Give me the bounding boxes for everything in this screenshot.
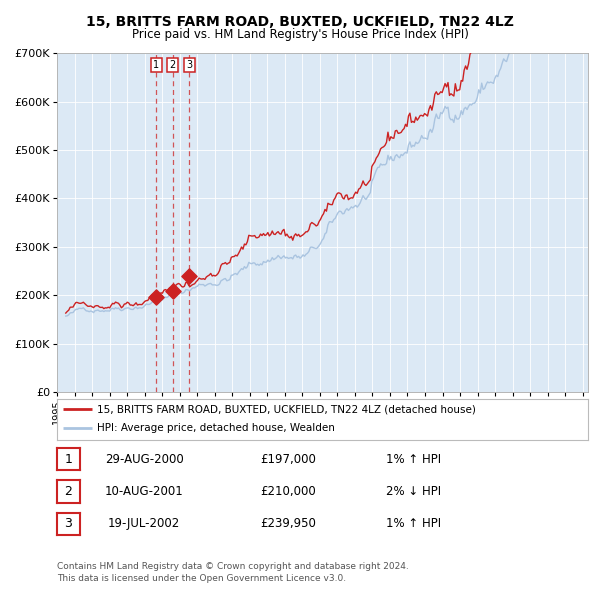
Text: 1% ↑ HPI: 1% ↑ HPI (386, 517, 442, 530)
Text: £197,000: £197,000 (260, 453, 316, 466)
Text: HPI: Average price, detached house, Wealden: HPI: Average price, detached house, Weal… (97, 423, 335, 433)
Text: 29-AUG-2000: 29-AUG-2000 (104, 453, 184, 466)
Text: 15, BRITTS FARM ROAD, BUXTED, UCKFIELD, TN22 4LZ: 15, BRITTS FARM ROAD, BUXTED, UCKFIELD, … (86, 15, 514, 29)
Point (168, 286, 178, 296)
Text: 1: 1 (64, 453, 73, 466)
Text: 2: 2 (170, 60, 176, 70)
Text: 3: 3 (64, 517, 73, 530)
Text: 1: 1 (153, 60, 159, 70)
Text: 19-JUL-2002: 19-JUL-2002 (108, 517, 180, 530)
Text: Price paid vs. HM Land Registry's House Price Index (HPI): Price paid vs. HM Land Registry's House … (131, 28, 469, 41)
Text: 2: 2 (64, 485, 73, 498)
Text: £210,000: £210,000 (260, 485, 316, 498)
Point (151, 292, 161, 301)
Point (185, 271, 194, 281)
Text: 1% ↑ HPI: 1% ↑ HPI (386, 453, 442, 466)
Text: 15, BRITTS FARM ROAD, BUXTED, UCKFIELD, TN22 4LZ (detached house): 15, BRITTS FARM ROAD, BUXTED, UCKFIELD, … (97, 404, 476, 414)
Text: 10-AUG-2001: 10-AUG-2001 (104, 485, 184, 498)
Text: Contains HM Land Registry data © Crown copyright and database right 2024.
This d: Contains HM Land Registry data © Crown c… (57, 562, 409, 583)
Text: £239,950: £239,950 (260, 517, 316, 530)
Text: 3: 3 (186, 60, 193, 70)
Text: 2% ↓ HPI: 2% ↓ HPI (386, 485, 442, 498)
